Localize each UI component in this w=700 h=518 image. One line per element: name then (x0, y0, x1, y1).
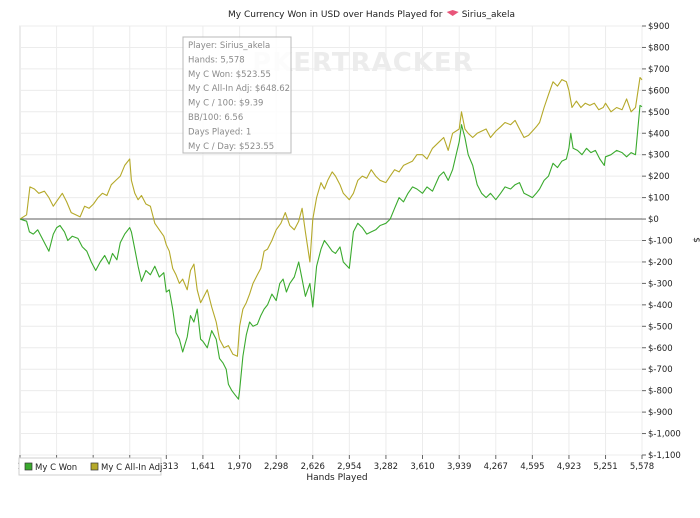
x-tick-label: 4,267 (484, 462, 508, 472)
x-tick-label: 2,626 (301, 462, 325, 472)
y-tick-label: $-1,000 (648, 430, 681, 440)
y-tick-label: $800 (648, 43, 670, 53)
legend-box (18, 457, 162, 476)
grid (20, 25, 643, 456)
y-tick-label: $300 (648, 151, 670, 161)
y-tick-label: $-700 (648, 365, 673, 375)
x-tick-label: 1,970 (227, 462, 251, 472)
y-tick-label: $200 (648, 172, 670, 182)
chart-title-prefix: My Currency Won in USD over Hands Played… (228, 10, 443, 20)
tooltip-line: Player: Sirius_akela (188, 41, 270, 51)
y-tick-label: $-1,100 (648, 451, 681, 461)
y-tick-label: $-100 (648, 237, 673, 247)
y-tick-label: $700 (648, 65, 670, 75)
series-line-won (19, 104, 643, 400)
y-tick-label: $100 (648, 194, 670, 204)
series-layer (19, 76, 643, 400)
x-tick-label: 3,610 (410, 462, 434, 472)
y-tick-label: $900 (648, 22, 670, 32)
x-tick-label: 4,595 (520, 462, 544, 472)
tooltip-line: My C All-In Adj: $648.62 (188, 84, 290, 94)
watermark-right: TRACKER (332, 48, 474, 78)
stats-tooltip: Player: Sirius_akela Hands: 5,578 My C Won… (182, 36, 292, 154)
y-axis-title: $ (691, 237, 700, 243)
x-tick-label: 1,313 (154, 462, 178, 472)
x-tick-label: 3,939 (447, 462, 471, 472)
tooltip-box (182, 36, 292, 154)
x-tick-label: 5,578 (630, 462, 654, 472)
x-tick-label: 2,298 (264, 462, 288, 472)
y-tick-label: $-300 (648, 279, 673, 289)
legend-label: My C Won (35, 463, 77, 473)
tooltip-line: Hands: 5,578 (188, 55, 245, 65)
x-tick-label: 4,923 (557, 462, 581, 472)
legend-swatch (90, 462, 99, 471)
y-tick-label: $400 (648, 129, 670, 139)
tooltip-line: My C / 100: $9.39 (188, 99, 263, 109)
chart-title: My Currency Won in USD over Hands Played… (228, 10, 443, 20)
tooltip-line: BB/100: 6.56 (188, 113, 243, 123)
y-tick-label: $-900 (648, 408, 673, 418)
x-tick-label: 5,251 (593, 462, 617, 472)
y-tick-label: $-800 (648, 387, 673, 397)
tooltip-line: My C Won: $523.55 (188, 70, 271, 80)
legend: My C Won My C All-In Adj (24, 462, 162, 473)
legend-label: My C All-In Adj (101, 463, 162, 473)
y-tick-label: $-400 (648, 301, 673, 311)
x-tick-label: 3,282 (374, 462, 398, 472)
chart-title-player: Sirius_akela (462, 10, 515, 20)
y-tick-label: $-200 (648, 258, 673, 268)
tooltip-line: Days Played: 1 (188, 127, 251, 137)
series-line-allin-adj (19, 76, 643, 357)
y-tick-label: $600 (648, 86, 670, 96)
x-tick-label: 1,641 (191, 462, 215, 472)
tooltip-line: My C / Day: $523.55 (188, 142, 274, 152)
y-tick-label: $500 (648, 108, 670, 118)
y-tick-label: $-500 (648, 322, 673, 332)
y-tick-label: $0 (648, 215, 659, 225)
y-tick-label: $-600 (648, 344, 673, 354)
flag-icon (446, 10, 459, 16)
x-axis-title: Hands Played (306, 473, 367, 483)
legend-swatch (24, 462, 33, 471)
x-tick-label: 2,954 (337, 462, 361, 472)
